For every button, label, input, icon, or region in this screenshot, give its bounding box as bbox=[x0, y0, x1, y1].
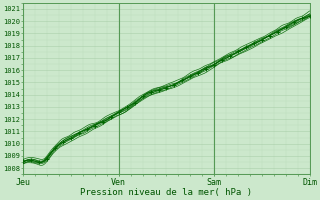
X-axis label: Pression niveau de la mer( hPa ): Pression niveau de la mer( hPa ) bbox=[81, 188, 252, 197]
